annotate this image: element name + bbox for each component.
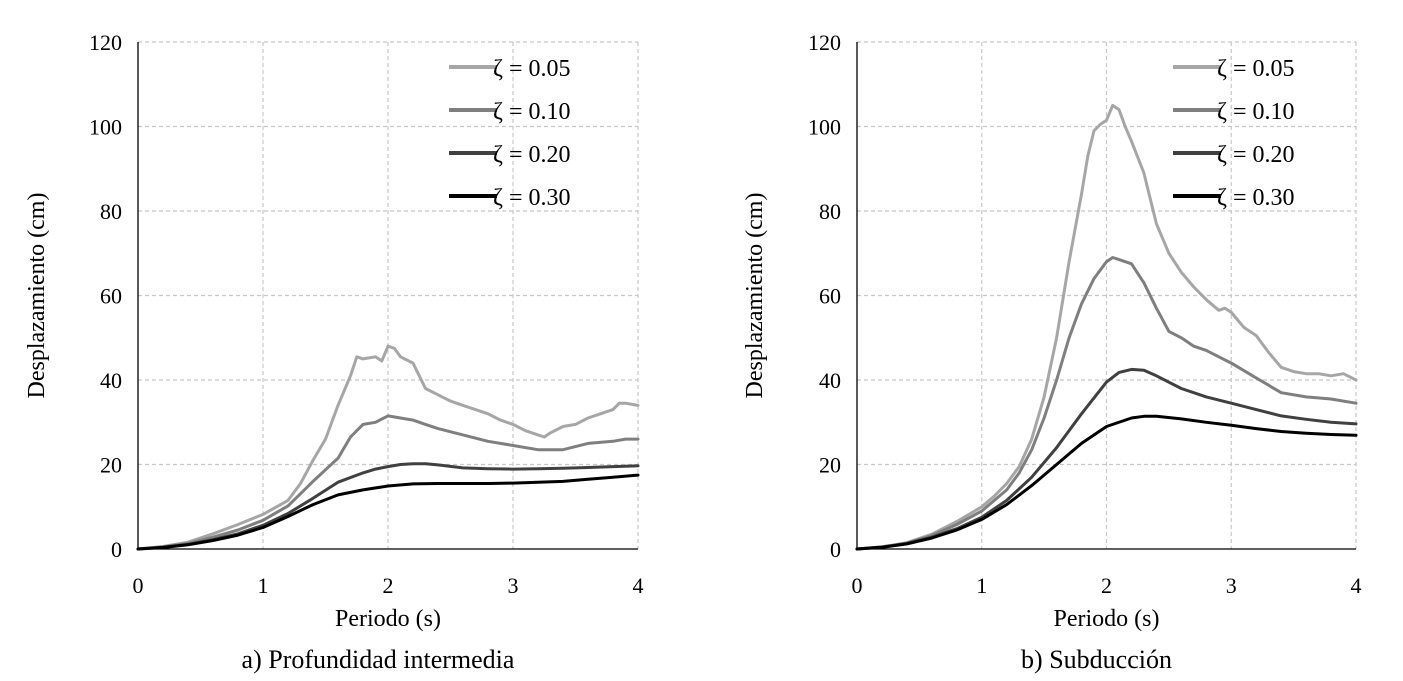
y-tick-label: 120 bbox=[89, 30, 122, 55]
y-tick-label: 0 bbox=[830, 537, 841, 562]
series-line-s020 bbox=[855, 367, 1358, 551]
series-line-s010 bbox=[136, 414, 640, 551]
chart-caption: b) Subducción bbox=[1021, 645, 1172, 674]
y-tick-label: 40 bbox=[819, 368, 841, 393]
legend-label: ζ = 0.10 bbox=[1217, 99, 1294, 125]
chart-subduccion: 0 20 40 60 80 100 120 0 1 2 3 4 Periodo (s) Desplazam… bbox=[742, 30, 1362, 674]
legend: ζ = 0.05 ζ = 0.10 ζ = 0.20 ζ = 0.30 bbox=[1173, 56, 1294, 211]
y-tick-label: 80 bbox=[100, 199, 122, 224]
y-tick-label: 100 bbox=[89, 115, 122, 140]
series-line-s010 bbox=[855, 256, 1358, 551]
legend-label: ζ = 0.05 bbox=[493, 56, 570, 82]
x-tick-label: 4 bbox=[1351, 573, 1362, 598]
series-group bbox=[855, 103, 1358, 551]
legend-label: ζ = 0.30 bbox=[493, 185, 570, 211]
legend: ζ = 0.05 ζ = 0.10 ζ = 0.20 ζ = 0.30 bbox=[449, 56, 570, 211]
legend-label: ζ = 0.30 bbox=[1217, 185, 1294, 211]
y-tick-label: 100 bbox=[808, 115, 841, 140]
y-tick-label: 120 bbox=[808, 30, 841, 55]
x-tick-label: 2 bbox=[383, 573, 394, 598]
x-tick-label: 3 bbox=[1226, 573, 1237, 598]
legend-label: ζ = 0.10 bbox=[493, 99, 570, 125]
legend-label: ζ = 0.20 bbox=[493, 142, 570, 168]
chart-caption: a) Profundidad intermedia bbox=[242, 645, 515, 674]
y-tick-label: 60 bbox=[100, 284, 122, 309]
chart-profundidad-intermedia: 0 20 40 60 80 100 120 0 1 2 3 4 Periodo (s) Desplazam… bbox=[24, 30, 644, 674]
x-tick-label: 1 bbox=[976, 573, 987, 598]
x-tick-label: 4 bbox=[633, 573, 644, 598]
gridlines bbox=[857, 41, 1357, 549]
x-tick-label: 0 bbox=[133, 573, 144, 598]
gridlines bbox=[138, 41, 639, 549]
y-axis-title: Desplazamiento (cm) bbox=[24, 193, 50, 399]
x-tick-label: 1 bbox=[258, 573, 269, 598]
x-tick-label: 0 bbox=[852, 573, 863, 598]
y-tick-label: 40 bbox=[100, 368, 122, 393]
y-tick-label: 60 bbox=[819, 284, 841, 309]
series-line-s005 bbox=[855, 103, 1358, 551]
y-axis-title: Desplazamiento (cm) bbox=[742, 193, 768, 399]
series-group bbox=[136, 344, 640, 551]
series-line-s030 bbox=[136, 473, 640, 551]
series-line-s005 bbox=[136, 344, 640, 551]
legend-label: ζ = 0.05 bbox=[1217, 56, 1294, 82]
y-tick-label: 20 bbox=[100, 453, 122, 478]
y-tick-label: 0 bbox=[111, 537, 122, 562]
y-tick-label: 20 bbox=[819, 453, 841, 478]
series-line-s030 bbox=[855, 414, 1358, 551]
x-axis-title: Periodo (s) bbox=[335, 606, 441, 632]
legend-label: ζ = 0.20 bbox=[1217, 142, 1294, 168]
x-tick-label: 2 bbox=[1101, 573, 1112, 598]
x-tick-label: 3 bbox=[508, 573, 519, 598]
x-axis-title: Periodo (s) bbox=[1054, 606, 1160, 632]
y-tick-label: 80 bbox=[819, 199, 841, 224]
